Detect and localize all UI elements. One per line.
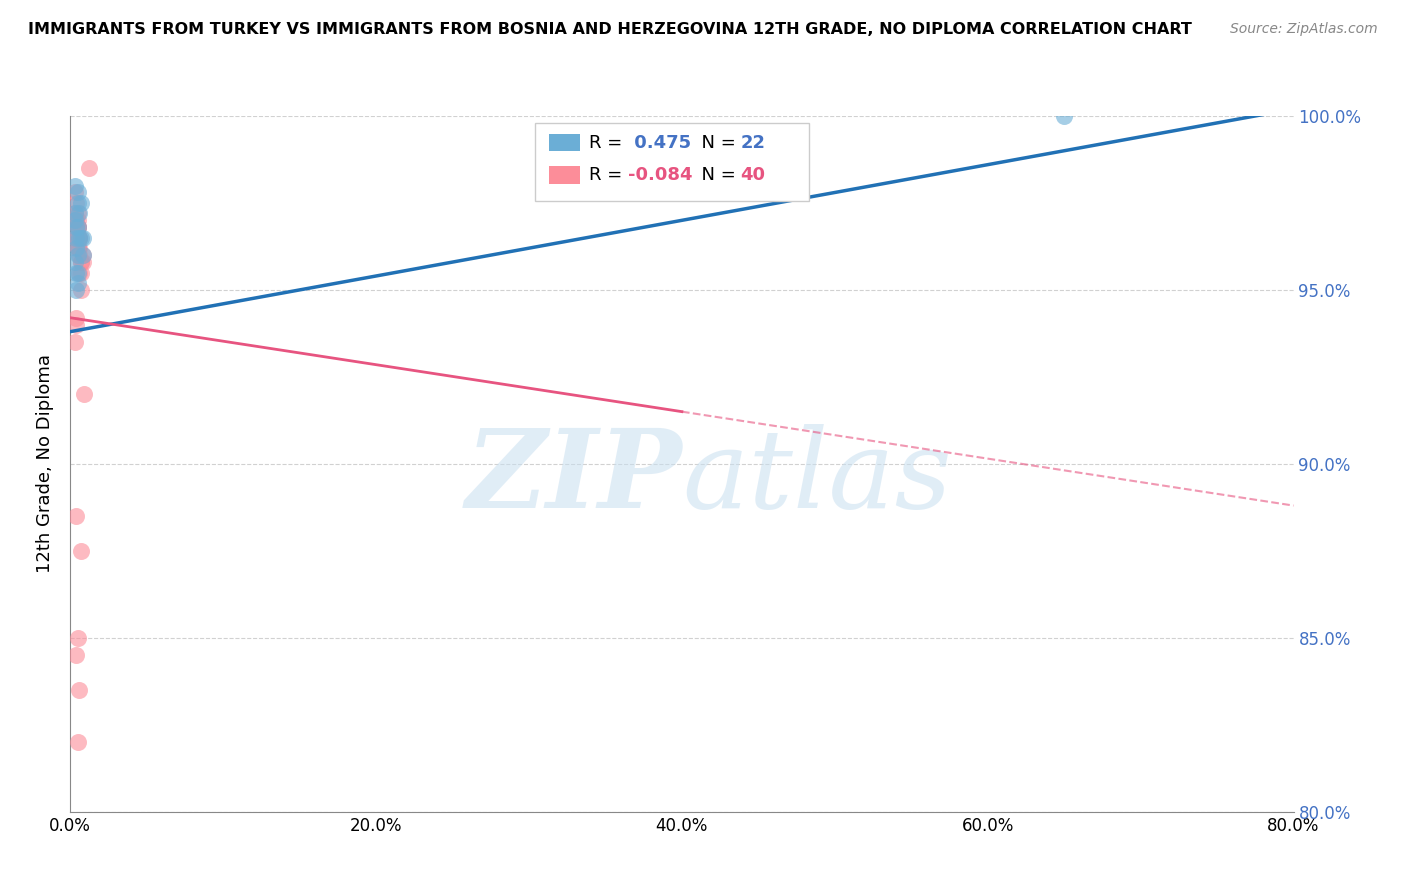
Point [66,241,89,255]
Point [66,265,89,279]
Text: R =: R = [589,134,627,152]
Point [65,230,87,244]
Text: 22: 22 [741,134,765,152]
Point [72,255,94,269]
Point [65,241,87,255]
Point [69,248,91,262]
Point [69,230,91,244]
Point [65,508,87,523]
Text: Source: ZipAtlas.com: Source: ZipAtlas.com [1230,22,1378,37]
Point [65,195,87,210]
Point [70,265,93,279]
Point [63,186,86,200]
Point [70,255,93,269]
Point [70,230,93,244]
Point [65,213,87,227]
Point [65,283,87,297]
Point [73,387,96,401]
Point [77,161,100,175]
Point [63,178,86,193]
Point [66,220,89,235]
Point [69,230,91,244]
Point [66,220,89,235]
Point [66,248,89,262]
Text: N =: N = [690,134,741,152]
Text: N =: N = [690,166,741,184]
Point [70,195,93,210]
Text: IMMIGRANTS FROM TURKEY VS IMMIGRANTS FROM BOSNIA AND HERZEGOVINA 12TH GRADE, NO : IMMIGRANTS FROM TURKEY VS IMMIGRANTS FRO… [28,22,1192,37]
Point [65,220,87,235]
Point [69,682,91,697]
Point [66,206,89,220]
Point [72,248,94,262]
Point [66,195,89,210]
Point [66,186,89,200]
Text: -0.084: -0.084 [628,166,692,184]
Point [66,220,89,235]
Point [63,206,86,220]
Point [66,241,89,255]
Point [69,265,91,279]
Point [63,334,86,349]
Point [72,230,94,244]
Point [70,543,93,558]
Point [70,283,93,297]
Point [65,230,87,244]
Point [72,248,94,262]
Point [1053,109,1076,123]
Point [66,735,89,749]
Point [65,213,87,227]
Point [70,255,93,269]
Text: 0.475: 0.475 [628,134,690,152]
Point [65,230,87,244]
Point [66,276,89,290]
Text: ZIP: ZIP [465,424,682,532]
Point [66,213,89,227]
Point [69,206,91,220]
Point [69,241,91,255]
Point [65,265,87,279]
Point [63,213,86,227]
Point [69,230,91,244]
Point [65,318,87,332]
Point [65,648,87,662]
Text: 40: 40 [741,166,765,184]
Point [69,230,91,244]
Point [66,631,89,645]
Legend: Immigrants from Turkey, Immigrants from Bosnia and Herzegovina: Immigrants from Turkey, Immigrants from … [347,889,1017,892]
Point [63,230,86,244]
Point [66,220,89,235]
Point [65,230,87,244]
Point [65,310,87,325]
Text: R =: R = [589,166,627,184]
Text: atlas: atlas [682,424,952,532]
Y-axis label: 12th Grade, No Diploma: 12th Grade, No Diploma [37,354,55,574]
Point [66,241,89,255]
Point [63,206,86,220]
Point [63,255,86,269]
